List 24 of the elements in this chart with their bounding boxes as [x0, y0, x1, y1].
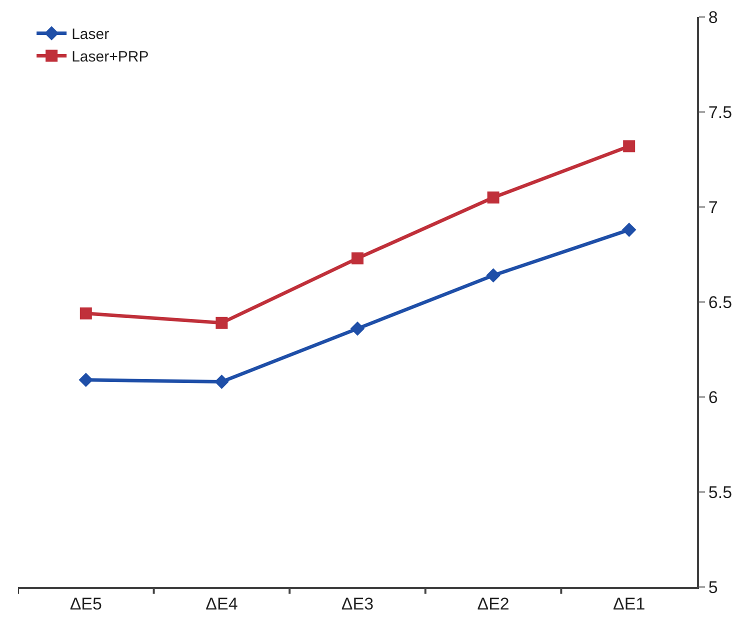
point: [622, 222, 636, 237]
x-tick-label: ΔE1: [613, 594, 646, 614]
x-tick-label: ΔE2: [477, 594, 510, 614]
y-tick-label: 6: [708, 388, 718, 407]
point: [486, 268, 500, 283]
y-tick-label: 5.5: [708, 482, 732, 502]
point: [623, 140, 636, 152]
y-tick-label: 6.5: [708, 292, 732, 312]
point: [80, 307, 92, 320]
y-tick-label: 8: [708, 8, 718, 27]
point: [350, 321, 365, 336]
y-tick-label: 7: [708, 198, 718, 217]
y-tick-label: 7.5: [708, 102, 732, 122]
x-tick-label: ΔE5: [70, 594, 102, 614]
point: [352, 252, 364, 264]
point: [216, 316, 228, 329]
legend-label: Laser: [72, 26, 110, 44]
point: [487, 192, 500, 204]
point: [78, 372, 94, 388]
legend-label: Laser+PRP: [72, 48, 149, 66]
y-tick-label: 5: [708, 578, 718, 597]
x-tick-label: ΔE4: [206, 594, 238, 614]
point: [214, 374, 229, 389]
x-tick-label: ΔE3: [341, 594, 374, 614]
